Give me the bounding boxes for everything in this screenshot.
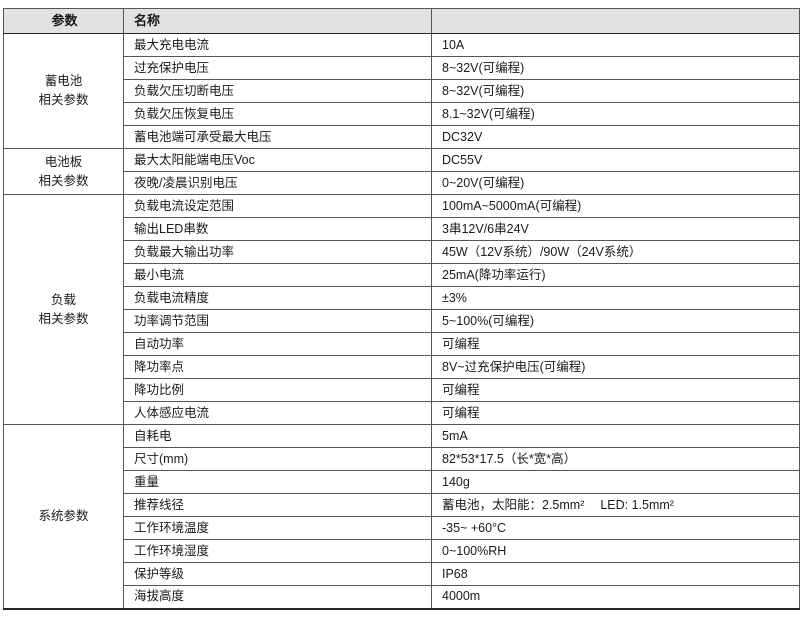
param-name-cell: 降功率点 [123,355,432,379]
table-row: 负载最大输出功率 45W（12V系统）/90W（24V系统） [4,240,800,264]
table-row: 自动功率 可编程 [4,332,800,356]
spec-table-header: 参数 名称 [3,8,800,34]
param-name-cell: 负载电流精度 [123,286,432,310]
param-value-cell: 10A [431,33,800,57]
table-row: 海拔高度 4000m [4,585,800,609]
table-row: 保护等级 IP68 [4,562,800,586]
param-value-cell: 可编程 [431,332,800,356]
table-row: 负载电流精度 ±3% [4,286,800,310]
param-value-cell: 100mA~5000mA(可编程) [431,194,800,218]
group-label-cell: 系统参数 [3,424,124,609]
param-name-cell: 输出LED串数 [123,217,432,241]
param-value-cell: 可编程 [431,401,800,425]
param-name-cell: 降功比例 [123,378,432,402]
group-label-cell: 电池板 相关参数 [3,148,124,195]
param-value-cell: 8V~过充保护电压(可编程) [431,355,800,379]
param-value-cell: 25mA(降功率运行) [431,263,800,287]
param-value-cell: 82*53*17.5（长*宽*高） [431,447,800,471]
table-row: 工作环境温度 -35~ +60°C [4,516,800,540]
param-value-cell: 可编程 [431,378,800,402]
param-name-cell: 负载欠压切断电压 [123,79,432,103]
param-name-cell: 最大充电电流 [123,33,432,57]
param-value-cell: ±3% [431,286,800,310]
table-row: 负载欠压切断电压 8~32V(可编程) [4,79,800,103]
param-value-cell: IP68 [431,562,800,586]
param-name-cell: 自耗电 [123,424,432,448]
group-label-cell: 负载 相关参数 [3,194,124,425]
param-name-cell: 推荐线径 [123,493,432,517]
table-row: 最小电流 25mA(降功率运行) [4,263,800,287]
table-row: 负载 相关参数 负载电流设定范围 100mA~5000mA(可编程) [3,194,800,425]
table-row: 功率调节范围 5~100%(可编程) [4,309,800,333]
header-cell-param: 参数 [3,8,124,34]
table-row: 降功比例 可编程 [4,378,800,402]
param-name-cell: 重量 [123,470,432,494]
spec-table: 参数 名称 蓄电池 相关参数 最大充电电流 10A 过充保护电压 8~32V(可编程) 负… [3,8,800,610]
param-value-cell: -35~ +60°C [431,516,800,540]
param-name-cell: 蓄电池端可承受最大电压 [123,125,432,149]
param-name-cell: 尺寸(mm) [123,447,432,471]
table-row: 蓄电池端可承受最大电压 DC32V [4,125,800,149]
param-value-cell: 45W（12V系统）/90W（24V系统） [431,240,800,264]
param-value-cell: 蓄电池，太阳能：2.5mm² LED: 1.5mm² [431,493,800,517]
param-name-cell: 负载最大输出功率 [123,240,432,264]
table-row: 夜晚/凌晨识别电压 0~20V(可编程) [4,171,800,195]
param-value-cell: 0~20V(可编程) [431,171,800,195]
table-row: 工作环境湿度 0~100%RH [4,539,800,563]
param-name-cell: 过充保护电压 [123,56,432,80]
param-value-cell: 8~32V(可编程) [431,56,800,80]
param-value-cell: DC32V [431,125,800,149]
table-row: 降功率点 8V~过充保护电压(可编程) [4,355,800,379]
table-row: 蓄电池 相关参数 最大充电电流 10A [3,33,800,149]
param-value-cell: DC55V [431,148,800,172]
table-row: 人体感应电流 可编程 [4,401,800,425]
param-name-cell: 负载欠压恢复电压 [123,102,432,126]
param-value-cell: 140g [431,470,800,494]
header-cell-name: 名称 [123,8,432,34]
param-value-cell: 4000m [431,585,800,609]
spec-table-body: 蓄电池 相关参数 最大充电电流 10A 过充保护电压 8~32V(可编程) 负载欠压切断电… [3,33,800,609]
table-row: 过充保护电压 8~32V(可编程) [4,56,800,80]
param-value-cell: 5mA [431,424,800,448]
table-row: 尺寸(mm) 82*53*17.5（长*宽*高） [4,447,800,471]
header-row: 参数 名称 [3,8,800,34]
group-label-cell: 蓄电池 相关参数 [3,33,124,149]
param-name-cell: 负载电流设定范围 [123,194,432,218]
param-name-cell: 工作环境温度 [123,516,432,540]
param-value-cell: 8~32V(可编程) [431,79,800,103]
param-name-cell: 保护等级 [123,562,432,586]
param-name-cell: 最大太阳能端电压Voc [123,148,432,172]
table-row: 电池板 相关参数 最大太阳能端电压Voc DC55V [3,148,800,195]
param-name-cell: 海拔高度 [123,585,432,609]
param-name-cell: 自动功率 [123,332,432,356]
table-row: 输出LED串数 3串12V/6串24V [4,217,800,241]
param-name-cell: 功率调节范围 [123,309,432,333]
param-name-cell: 最小电流 [123,263,432,287]
param-name-cell: 夜晚/凌晨识别电压 [123,171,432,195]
table-row: 负载欠压恢复电压 8.1~32V(可编程) [4,102,800,126]
table-row: 系统参数 自耗电 5mA [3,424,800,609]
table-row: 重量 140g [4,470,800,494]
param-value-cell: 0~100%RH [431,539,800,563]
param-name-cell: 工作环境湿度 [123,539,432,563]
param-value-cell: 3串12V/6串24V [431,217,800,241]
param-name-cell: 人体感应电流 [123,401,432,425]
param-value-cell: 8.1~32V(可编程) [431,102,800,126]
param-value-cell: 5~100%(可编程) [431,309,800,333]
header-cell-value [431,8,800,34]
table-row: 推荐线径 蓄电池，太阳能：2.5mm² LED: 1.5mm² [4,493,800,517]
